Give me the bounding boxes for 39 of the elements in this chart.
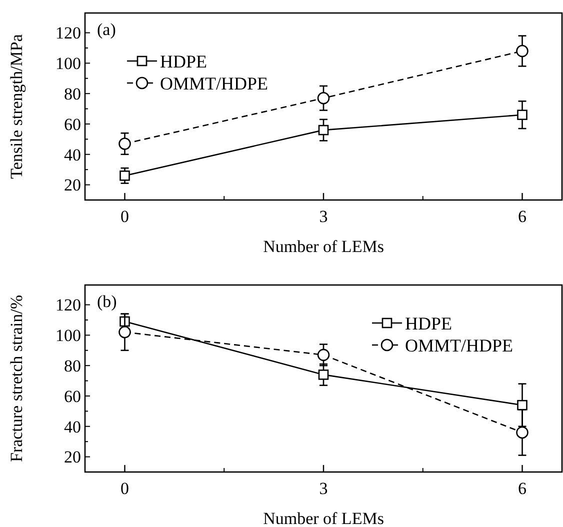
point bbox=[516, 44, 528, 58]
legend-label: HDPE bbox=[160, 51, 208, 72]
x-tick-label: 3 bbox=[319, 207, 328, 226]
x-tick-label: 6 bbox=[518, 207, 526, 226]
annotation: (b) bbox=[97, 292, 117, 311]
y-axis-title: Fracture stretch strain/% bbox=[7, 294, 26, 462]
x-axis-title: Number of LEMs bbox=[263, 237, 384, 256]
legend-label: OMMT/HDPE bbox=[405, 335, 514, 356]
point bbox=[318, 370, 329, 380]
point bbox=[517, 400, 528, 410]
y-tick-label: 60 bbox=[64, 114, 81, 134]
x-tick-label: 6 bbox=[518, 479, 526, 498]
point bbox=[318, 124, 329, 136]
y-tick-label: 60 bbox=[64, 386, 81, 406]
y-tick-label: 80 bbox=[64, 356, 81, 376]
annotation: (a) bbox=[97, 20, 116, 39]
point bbox=[317, 348, 330, 362]
point bbox=[120, 170, 130, 181]
y-tick-label: 20 bbox=[64, 176, 81, 195]
y-tick-label: 100 bbox=[56, 326, 81, 346]
y-tick-label: 80 bbox=[64, 84, 81, 104]
y-tick-label: 120 bbox=[56, 24, 81, 43]
x-tick-label: 0 bbox=[120, 207, 129, 226]
point bbox=[317, 92, 330, 104]
y-tick-label: 40 bbox=[64, 417, 81, 436]
point bbox=[118, 326, 131, 338]
point bbox=[118, 138, 131, 150]
y-tick-label: 100 bbox=[56, 54, 81, 74]
x-axis-title: Number of LEMs bbox=[263, 509, 384, 527]
y-tick-label: 20 bbox=[64, 448, 81, 467]
y-axis-title: Tensile strength/MPa bbox=[7, 34, 26, 179]
x-tick-label: 0 bbox=[120, 479, 129, 498]
legend-label: HDPE bbox=[405, 313, 452, 334]
legend-label: OMMT/HDPE bbox=[160, 73, 268, 94]
y-tick-label: 120 bbox=[56, 296, 81, 315]
x-tick-label: 3 bbox=[319, 479, 328, 498]
point bbox=[517, 110, 528, 120]
point bbox=[516, 426, 528, 439]
y-tick-label: 40 bbox=[64, 145, 81, 164]
